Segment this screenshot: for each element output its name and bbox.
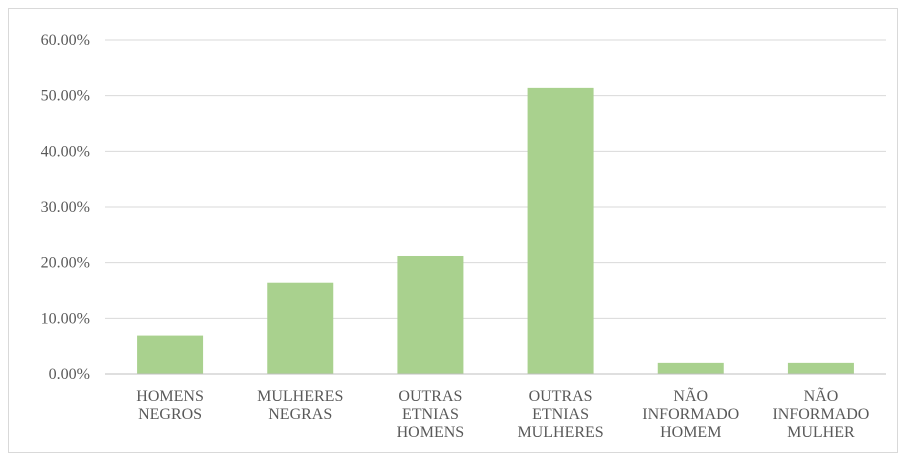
x-tick-label: HOMENS NEGROS	[136, 388, 204, 423]
x-tick-label-line: NEGRAS	[268, 406, 332, 423]
y-tick-label: 10.00%	[41, 310, 90, 327]
y-tick-label: 0.00%	[49, 366, 90, 383]
x-tick-label-line: MULHER	[787, 424, 855, 441]
bar	[267, 282, 334, 374]
x-tick-label: NÃO INFORMADO MULHER	[772, 387, 869, 441]
x-tick-label-line: HOMENS	[136, 388, 204, 405]
x-tick-label-line: MULHERES	[257, 388, 343, 405]
x-tick-label-line: ETNIAS	[402, 406, 459, 423]
bar	[787, 362, 854, 374]
x-tick-label-line: ETNIAS	[532, 406, 589, 423]
x-tick-label: NÃO INFORMADO HOMEM	[642, 387, 739, 441]
bars	[137, 87, 854, 374]
bar	[137, 335, 204, 374]
chart-frame	[8, 8, 898, 453]
x-tick-label-line: MULHERES	[517, 424, 603, 441]
gridlines	[105, 39, 886, 319]
x-tick-label: MULHERES NEGRAS	[257, 388, 343, 423]
y-axis-tick-labels: 0.00% 10.00% 20.00% 30.00% 40.00% 50.00% 60.00…	[41, 32, 90, 383]
x-tick-label-line: HOMEM	[660, 424, 721, 441]
y-tick-label: 20.00%	[41, 255, 90, 272]
x-tick-label-line: OUTRAS	[398, 388, 462, 405]
x-tick-label-line: NÃO	[804, 387, 839, 405]
bar	[527, 87, 594, 374]
x-tick-label: OUTRAS ETNIAS HOMENS	[397, 388, 465, 441]
x-tick-label-line: INFORMADO	[772, 406, 869, 423]
y-tick-label: 60.00%	[41, 32, 90, 49]
x-tick-label-line: NÃO	[673, 387, 708, 405]
x-tick-label: OUTRAS ETNIAS MULHERES	[517, 388, 603, 441]
x-tick-label-line: HOMENS	[397, 424, 465, 441]
y-tick-label: 40.00%	[41, 143, 90, 160]
y-tick-label: 30.00%	[41, 199, 90, 216]
bar	[657, 362, 724, 374]
bar	[397, 255, 464, 374]
y-tick-label: 50.00%	[41, 88, 90, 105]
x-tick-label-line: NEGROS	[138, 406, 202, 423]
x-tick-label-line: INFORMADO	[642, 406, 739, 423]
x-tick-label-line: OUTRAS	[529, 388, 593, 405]
